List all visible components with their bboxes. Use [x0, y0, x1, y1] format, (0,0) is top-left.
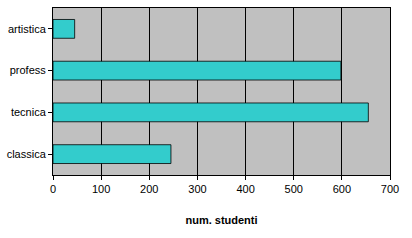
svg-text:tecnica: tecnica [11, 106, 47, 118]
svg-text:200: 200 [140, 183, 158, 195]
svg-text:600: 600 [333, 183, 351, 195]
svg-text:700: 700 [381, 183, 399, 195]
svg-text:num. studenti: num. studenti [185, 214, 257, 226]
svg-text:classica: classica [7, 148, 47, 160]
svg-text:profess: profess [10, 64, 47, 76]
svg-text:400: 400 [236, 183, 254, 195]
svg-text:300: 300 [188, 183, 206, 195]
svg-text:500: 500 [285, 183, 303, 195]
svg-text:0: 0 [50, 183, 56, 195]
svg-text:artistica: artistica [8, 23, 47, 35]
svg-text:100: 100 [92, 183, 110, 195]
